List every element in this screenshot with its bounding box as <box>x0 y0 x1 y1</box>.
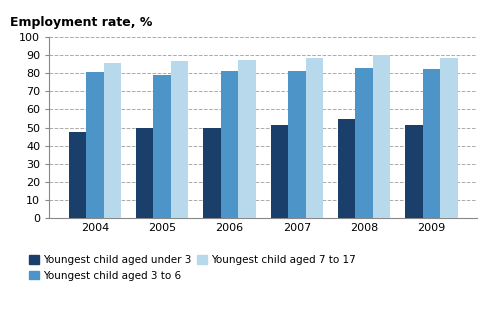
Bar <box>86 72 104 218</box>
Bar <box>440 58 458 218</box>
Bar <box>271 125 288 218</box>
Legend: Youngest child aged under 3, Youngest child aged 3 to 6, Youngest child aged 7 t: Youngest child aged under 3, Youngest ch… <box>29 255 356 281</box>
Bar <box>355 68 373 218</box>
Bar <box>338 119 355 218</box>
Bar <box>136 128 154 218</box>
Bar <box>423 69 440 218</box>
Bar <box>203 128 221 218</box>
Bar <box>154 75 171 218</box>
Bar <box>306 58 323 218</box>
Bar <box>373 55 391 218</box>
Bar <box>171 61 188 218</box>
Bar <box>288 71 306 218</box>
Bar <box>405 125 423 218</box>
Bar <box>238 60 256 218</box>
Bar <box>69 132 86 218</box>
Bar <box>221 71 238 218</box>
Text: Employment rate, %: Employment rate, % <box>10 16 152 29</box>
Bar <box>104 63 121 218</box>
